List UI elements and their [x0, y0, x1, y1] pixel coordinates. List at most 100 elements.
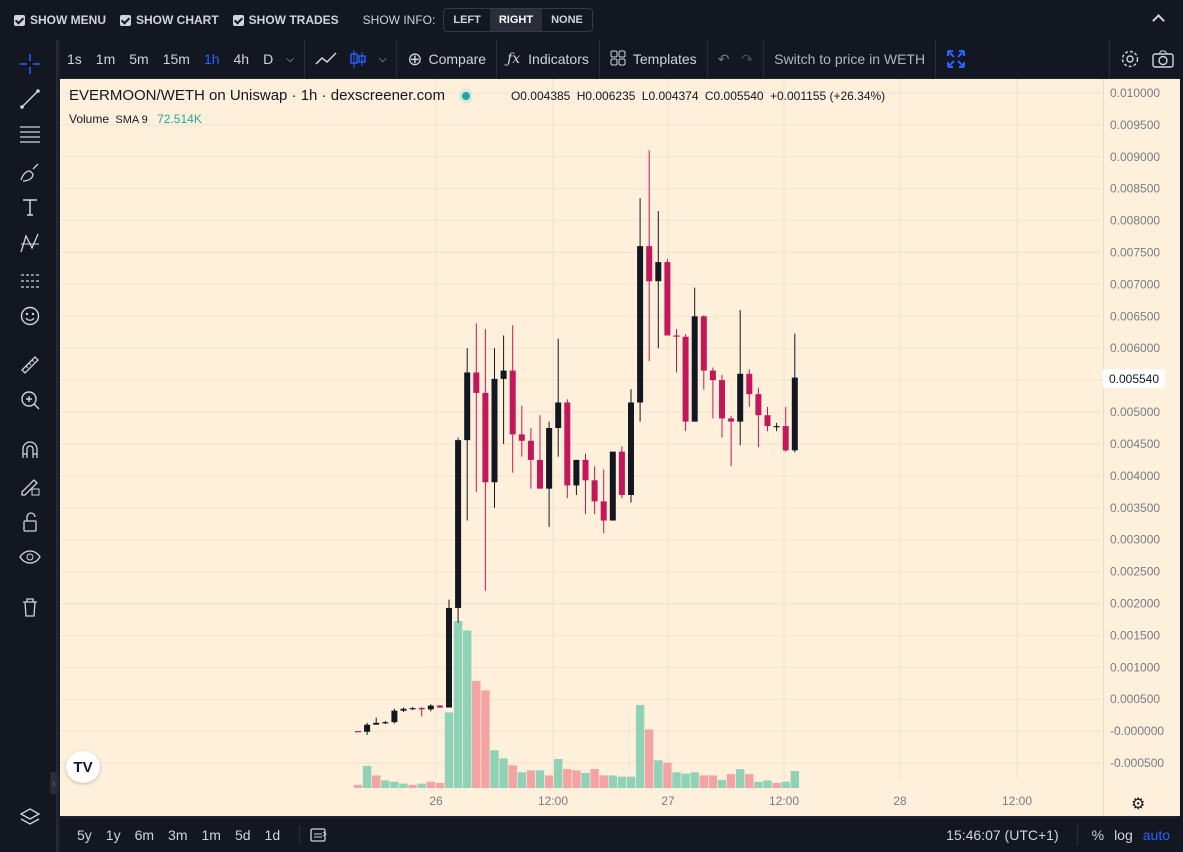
y-tick-label: 0.009000	[1110, 150, 1160, 164]
fullscreen-icon[interactable]	[940, 40, 972, 78]
candle-body	[600, 501, 607, 521]
range-5y[interactable]: 5y	[77, 827, 92, 843]
high-label: H	[576, 88, 586, 103]
candle-body	[700, 316, 707, 371]
chart-toolbar: 1s 1m 5m 15m 1h 4h D ⌵ ⌵ ⊕ Compare ƒx Indicators…	[60, 40, 1180, 78]
candle-body	[382, 722, 389, 724]
templates-label: Templates	[632, 51, 697, 67]
log-toggle[interactable]: log	[1114, 827, 1133, 843]
undo-icon[interactable]: ↶	[717, 50, 730, 67]
range-5d[interactable]: 5d	[234, 827, 251, 843]
unlock-icon[interactable]	[18, 510, 42, 534]
info-none-button[interactable]: NONE	[551, 14, 583, 26]
divider	[598, 40, 600, 78]
volume-bar	[599, 775, 608, 788]
axis-settings-icon[interactable]: ⚙	[1131, 796, 1146, 813]
show-menu-checkbox[interactable]: SHOW MENU	[14, 13, 106, 27]
y-tick-label: 0.010000	[1110, 86, 1160, 100]
interval-1h[interactable]: 1h	[203, 51, 220, 67]
text-tool-icon[interactable]	[18, 195, 42, 219]
brush-icon[interactable]	[18, 160, 42, 184]
price-axis[interactable]	[1103, 79, 1180, 816]
plus-circle-icon: ⊕	[407, 48, 423, 69]
range-1d[interactable]: 1d	[264, 827, 281, 843]
tradingview-logo[interactable]: TV	[66, 751, 100, 783]
interval-15m[interactable]: 15m	[162, 51, 190, 67]
trash-icon[interactable]	[18, 595, 42, 619]
candle-body	[400, 708, 407, 711]
volume-bar	[399, 783, 408, 788]
ohlc-values: O0.004385 H0.006235 L0.004374 C0.005540 …	[511, 89, 885, 103]
volume-bar	[635, 704, 645, 788]
x-tick-label: 28	[893, 794, 907, 808]
forecast-icon[interactable]	[18, 269, 42, 293]
date-range-icon[interactable]	[304, 818, 334, 852]
range-1m[interactable]: 1m	[201, 827, 221, 843]
show-chart-label: SHOW CHART	[136, 13, 219, 27]
interval-1m[interactable]: 1m	[95, 51, 116, 67]
redo-icon[interactable]: ↷	[741, 50, 754, 67]
candle-body	[682, 336, 689, 422]
ruler-icon[interactable]	[18, 353, 42, 377]
range-6m[interactable]: 6m	[134, 827, 155, 843]
compare-button[interactable]: ⊕ Compare	[401, 40, 492, 78]
pattern-icon[interactable]	[18, 231, 42, 255]
divider	[763, 40, 765, 78]
chevron-down-icon[interactable]: ⌵	[378, 53, 387, 65]
candle-body	[455, 440, 462, 608]
layers-icon[interactable]	[18, 805, 42, 829]
candle-body	[491, 378, 498, 483]
candle-body	[618, 451, 625, 495]
interval-D[interactable]: D	[263, 51, 274, 67]
zoom-in-icon[interactable]	[18, 388, 42, 412]
candle-chart-icon[interactable]	[343, 40, 373, 78]
divider	[1076, 825, 1078, 845]
volume-bar	[362, 765, 372, 788]
candle-body	[764, 415, 771, 427]
candle-body	[637, 246, 644, 403]
percent-toggle[interactable]: %	[1091, 827, 1105, 843]
fib-lines-icon[interactable]	[18, 122, 42, 146]
chevron-down-icon[interactable]: ⌵	[286, 53, 294, 65]
info-left-button[interactable]: LEFT	[453, 14, 481, 26]
trend-line-icon[interactable]	[18, 87, 42, 111]
volume-bar	[726, 774, 736, 788]
collapse-toolbar-handle[interactable]: ‹	[50, 772, 58, 794]
camera-icon[interactable]	[1146, 40, 1180, 78]
chevron-up-icon[interactable]	[1152, 14, 1165, 27]
volume-bar	[535, 770, 545, 788]
drawing-toolbar	[3, 40, 57, 852]
auto-toggle[interactable]: auto	[1142, 827, 1170, 843]
line-chart-icon[interactable]	[309, 40, 343, 78]
divider	[496, 40, 498, 78]
x-axis-ticks: 26 12:00 27 12:00 28 12:00	[429, 794, 1032, 808]
info-right-button[interactable]: RIGHT	[489, 9, 543, 31]
show-trades-checkbox[interactable]: SHOW TRADES	[232, 13, 339, 27]
candlestick-chart[interactable]: 0.010000 0.009500 0.009000 0.008500 0.008000…	[60, 79, 1180, 816]
clock-time[interactable]: 15:46:07 (UTC+1)	[946, 827, 1059, 843]
switch-price-button[interactable]: Switch to price in WETH	[768, 40, 931, 78]
interval-1s[interactable]: 1s	[67, 51, 82, 67]
close-label: C	[704, 88, 714, 103]
open-value: 0.004385	[520, 88, 571, 103]
candle-body	[755, 394, 762, 416]
show-chart-checkbox[interactable]: SHOW CHART	[120, 13, 219, 27]
interval-4h[interactable]: 4h	[233, 51, 250, 67]
emoji-icon[interactable]	[18, 304, 42, 328]
y-tick-label: -0.000000	[1110, 724, 1164, 738]
crosshair-icon[interactable]	[18, 52, 42, 76]
templates-button[interactable]: Templates	[604, 40, 703, 78]
low-label: L	[641, 88, 649, 103]
chart-legend: EVERMOON/WETH on Uniswap · 1h · dexscree…	[69, 87, 885, 104]
volume-bar	[763, 780, 772, 788]
chart-pane[interactable]	[60, 79, 1103, 816]
indicators-button[interactable]: ƒx Indicators	[501, 40, 595, 78]
y-tick-label: 0.002500	[1110, 565, 1160, 579]
range-1y[interactable]: 1y	[105, 827, 121, 843]
range-3m[interactable]: 3m	[168, 827, 188, 843]
magnet-icon[interactable]	[18, 438, 42, 462]
interval-5m[interactable]: 5m	[129, 51, 149, 67]
lock-drawing-icon[interactable]	[18, 473, 42, 497]
settings-gear-icon[interactable]	[1114, 40, 1146, 78]
eye-icon[interactable]	[18, 545, 42, 569]
